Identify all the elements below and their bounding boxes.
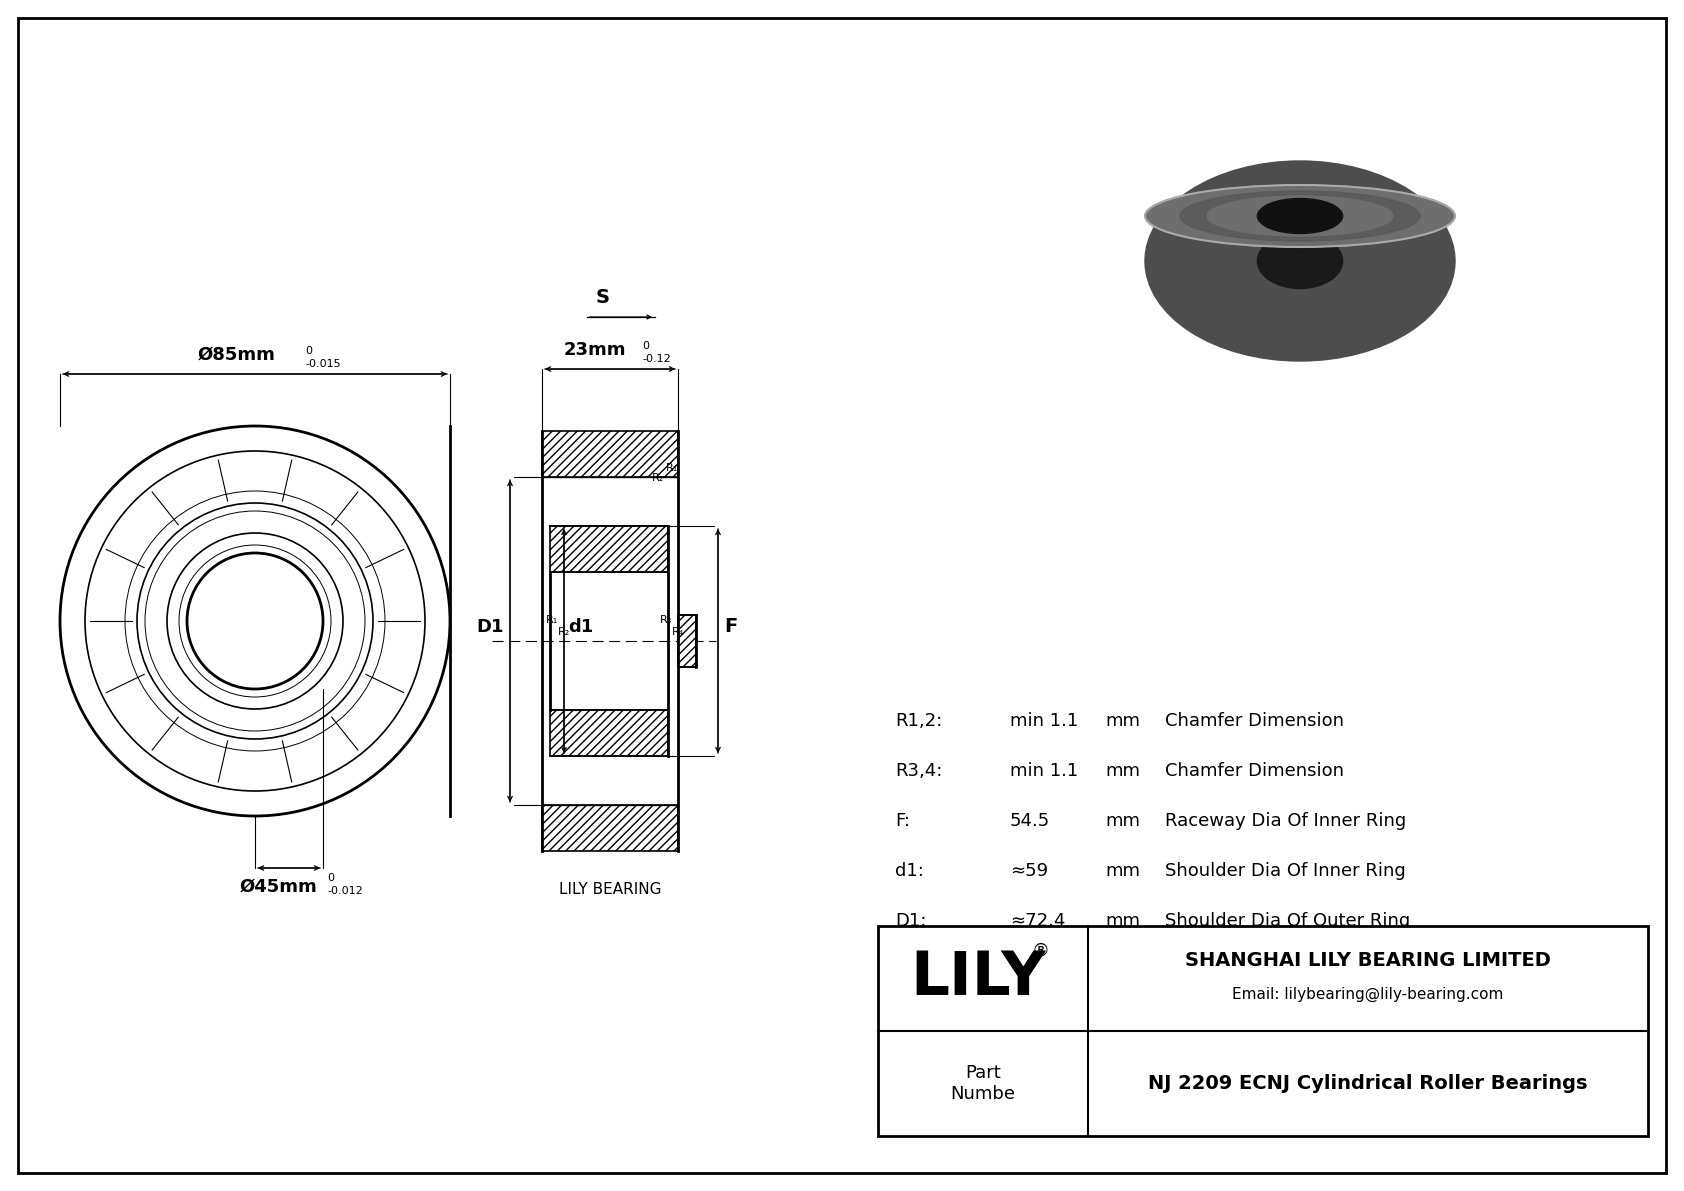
Text: R1,2:: R1,2: [894, 712, 943, 730]
Text: 54.5: 54.5 [1010, 812, 1051, 830]
Text: ≈59: ≈59 [1010, 862, 1047, 880]
Text: mm: mm [1105, 812, 1140, 830]
Text: Ø45mm: Ø45mm [241, 878, 318, 896]
Ellipse shape [1258, 199, 1342, 233]
Text: SHANGHAI LILY BEARING LIMITED: SHANGHAI LILY BEARING LIMITED [1186, 950, 1551, 969]
Text: D1: D1 [477, 618, 504, 636]
Ellipse shape [1180, 191, 1420, 241]
Text: Raceway Dia Of Inner Ring: Raceway Dia Of Inner Ring [1165, 812, 1406, 830]
Bar [551, 526, 669, 572]
Bar [877, 925, 1649, 1136]
Text: Shoulder Dia Of Outer Ring: Shoulder Dia Of Outer Ring [1165, 912, 1410, 930]
Text: d1: d1 [568, 618, 593, 636]
Text: R₁: R₁ [665, 463, 679, 473]
Text: Permissible Axial Displacement: Permissible Axial Displacement [1165, 962, 1448, 980]
Text: Chamfer Dimension: Chamfer Dimension [1165, 762, 1344, 780]
Text: Part
Numbe: Part Numbe [950, 1064, 1015, 1103]
Text: Shoulder Dia Of Inner Ring: Shoulder Dia Of Inner Ring [1165, 862, 1406, 880]
Bar [542, 805, 679, 852]
Text: ≈72.4: ≈72.4 [1010, 912, 1066, 930]
Text: R₂: R₂ [557, 626, 571, 637]
Ellipse shape [1258, 199, 1342, 233]
Text: LILY BEARING: LILY BEARING [559, 881, 662, 897]
Text: mm: mm [1105, 962, 1140, 980]
Text: 0: 0 [305, 347, 312, 356]
Ellipse shape [1258, 233, 1342, 288]
Text: S:: S: [894, 962, 913, 980]
Text: Ø85mm: Ø85mm [199, 347, 276, 364]
Text: F: F [724, 617, 738, 636]
Text: LILY: LILY [911, 949, 1046, 1008]
Bar [551, 710, 669, 756]
Bar [542, 431, 679, 478]
Text: R₄: R₄ [672, 626, 684, 637]
Ellipse shape [1145, 185, 1455, 247]
Text: 23mm: 23mm [564, 341, 626, 358]
Text: d1:: d1: [894, 862, 925, 880]
Text: R₁: R₁ [546, 615, 559, 625]
Text: Email: lilybearing@lily-bearing.com: Email: lilybearing@lily-bearing.com [1233, 987, 1504, 1002]
Ellipse shape [1145, 161, 1455, 361]
Text: mm: mm [1105, 862, 1140, 880]
Text: 0: 0 [642, 341, 648, 351]
Ellipse shape [1207, 197, 1393, 236]
Text: R₂: R₂ [652, 473, 663, 484]
Text: min 1.1: min 1.1 [1010, 712, 1078, 730]
Text: mm: mm [1105, 712, 1140, 730]
Text: S: S [596, 288, 610, 307]
Text: max 1.7: max 1.7 [1010, 962, 1083, 980]
Text: D1:: D1: [894, 912, 926, 930]
Text: ®: ® [1032, 942, 1051, 960]
Text: mm: mm [1105, 912, 1140, 930]
Text: -0.012: -0.012 [327, 886, 362, 896]
Text: -0.015: -0.015 [305, 358, 340, 369]
Text: R3,4:: R3,4: [894, 762, 943, 780]
Text: min 1.1: min 1.1 [1010, 762, 1078, 780]
Text: F:: F: [894, 812, 909, 830]
Text: -0.12: -0.12 [642, 354, 670, 364]
Text: R₃: R₃ [660, 615, 672, 625]
Text: NJ 2209 ECNJ Cylindrical Roller Bearings: NJ 2209 ECNJ Cylindrical Roller Bearings [1148, 1074, 1588, 1093]
Text: Chamfer Dimension: Chamfer Dimension [1165, 712, 1344, 730]
Bar [679, 615, 695, 667]
Text: mm: mm [1105, 762, 1140, 780]
Text: 0: 0 [327, 873, 333, 883]
